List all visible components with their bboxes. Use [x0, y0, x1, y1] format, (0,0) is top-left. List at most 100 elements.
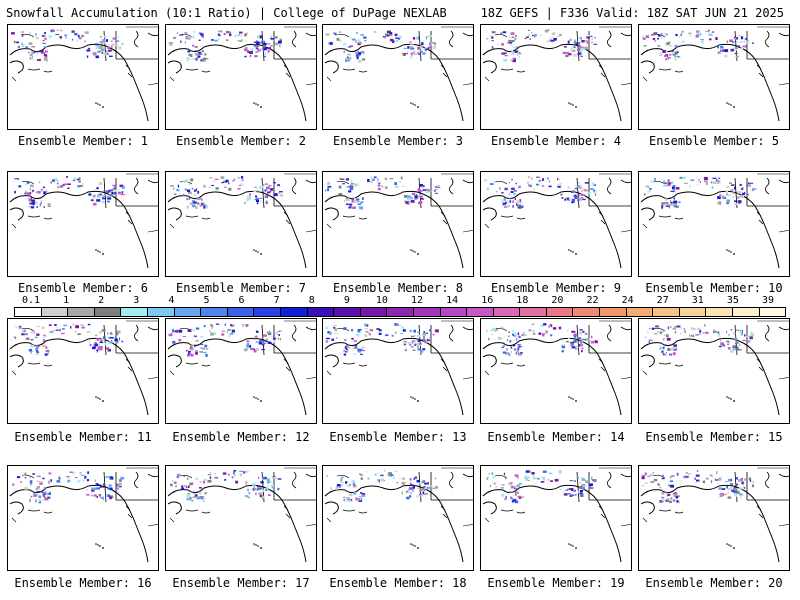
snow-shading — [36, 475, 41, 478]
snow-shading — [227, 329, 231, 331]
snow-shading — [726, 40, 728, 43]
snow-shading — [103, 52, 108, 56]
snow-shading — [262, 340, 266, 342]
snow-shading — [95, 496, 97, 498]
snow-shading — [590, 188, 594, 190]
snow-shading — [573, 489, 576, 492]
snow-shading — [577, 194, 580, 196]
snow-shading — [647, 190, 651, 193]
snow-shading — [279, 44, 281, 48]
snow-shading — [205, 206, 209, 209]
snow-shading — [492, 476, 495, 479]
snow-shading — [647, 185, 649, 188]
snow-shading — [325, 337, 330, 340]
snow-shading — [401, 52, 404, 55]
snow-shading — [516, 338, 518, 341]
snow-shading — [546, 40, 551, 43]
snow-shading — [696, 33, 700, 37]
snow-shading — [665, 202, 669, 205]
snow-shading — [548, 180, 551, 183]
snow-shading — [399, 478, 401, 481]
snow-shading — [713, 329, 716, 333]
snow-shading — [699, 333, 701, 335]
snow-shading — [105, 39, 108, 42]
snow-shading — [705, 331, 709, 334]
snow-shading — [110, 333, 113, 335]
snow-shading — [239, 185, 241, 187]
snow-shading — [59, 36, 62, 39]
snow-shading — [504, 188, 508, 191]
basemap — [482, 467, 631, 563]
snow-shading — [364, 323, 367, 327]
snow-shading — [536, 183, 539, 186]
snow-shading — [77, 34, 80, 38]
snow-shading — [268, 335, 272, 337]
snow-shading — [188, 53, 192, 56]
snow-shading — [708, 32, 713, 35]
snow-shading — [352, 480, 355, 483]
snow-shading — [371, 178, 375, 181]
snow-shading — [531, 31, 533, 34]
snow-shading — [213, 332, 217, 335]
snow-shading — [434, 192, 439, 194]
snow-shading — [681, 31, 684, 33]
snow-shading — [748, 184, 751, 187]
snow-shading — [417, 340, 421, 342]
snow-shading — [359, 206, 364, 210]
snow-shading — [175, 485, 178, 488]
snow-shading — [194, 52, 199, 56]
snow-shading — [195, 57, 198, 61]
snow-shading — [516, 349, 519, 352]
snow-shading — [272, 188, 274, 191]
snow-shading — [10, 338, 12, 341]
colorbar-segment — [15, 308, 42, 316]
snow-shading — [532, 330, 535, 332]
snow-shading — [120, 476, 125, 480]
snow-shading — [511, 50, 514, 53]
snow-shading — [734, 200, 738, 203]
snow-shading — [200, 202, 205, 204]
snow-shading — [695, 481, 698, 483]
snow-shading — [231, 329, 235, 333]
snow-shading — [500, 32, 503, 34]
snow-shading — [40, 201, 42, 205]
snow-shading — [696, 470, 699, 472]
snow-shading — [573, 41, 577, 44]
basemap — [9, 173, 158, 269]
snow-shading — [101, 41, 104, 44]
snow-shading — [508, 42, 513, 44]
snow-shading — [210, 324, 212, 326]
snow-shading — [733, 488, 737, 491]
snow-shading — [410, 52, 415, 55]
ensemble-member-map-19 — [480, 465, 632, 571]
snow-shading — [657, 45, 661, 47]
snow-shading — [357, 329, 361, 333]
snow-shading — [498, 337, 503, 340]
snow-shading — [58, 29, 62, 31]
snow-shading — [550, 480, 553, 482]
snow-shading — [672, 328, 676, 330]
ensemble-member-map-20 — [638, 465, 790, 571]
snow-shading — [347, 346, 351, 349]
snow-shading — [74, 33, 78, 36]
snow-shading — [359, 330, 362, 334]
snow-shading — [265, 183, 268, 185]
snow-shading — [548, 325, 551, 328]
snow-shading — [512, 59, 516, 63]
snow-shading — [187, 477, 189, 480]
snow-shading — [527, 182, 529, 184]
snow-shading — [118, 486, 122, 488]
snow-shading — [228, 187, 232, 191]
colorbar-segment — [94, 308, 122, 316]
snow-shading — [495, 191, 498, 193]
snow-shading — [738, 201, 741, 204]
snow-shading — [670, 190, 675, 192]
snow-shading — [514, 500, 519, 504]
snow-shading — [274, 42, 279, 46]
snow-shading — [717, 180, 721, 183]
snow-shading — [116, 40, 120, 42]
snow-shading — [591, 41, 593, 44]
snow-shading — [513, 345, 516, 347]
snow-shading — [43, 334, 46, 336]
snow-shading — [720, 340, 722, 342]
